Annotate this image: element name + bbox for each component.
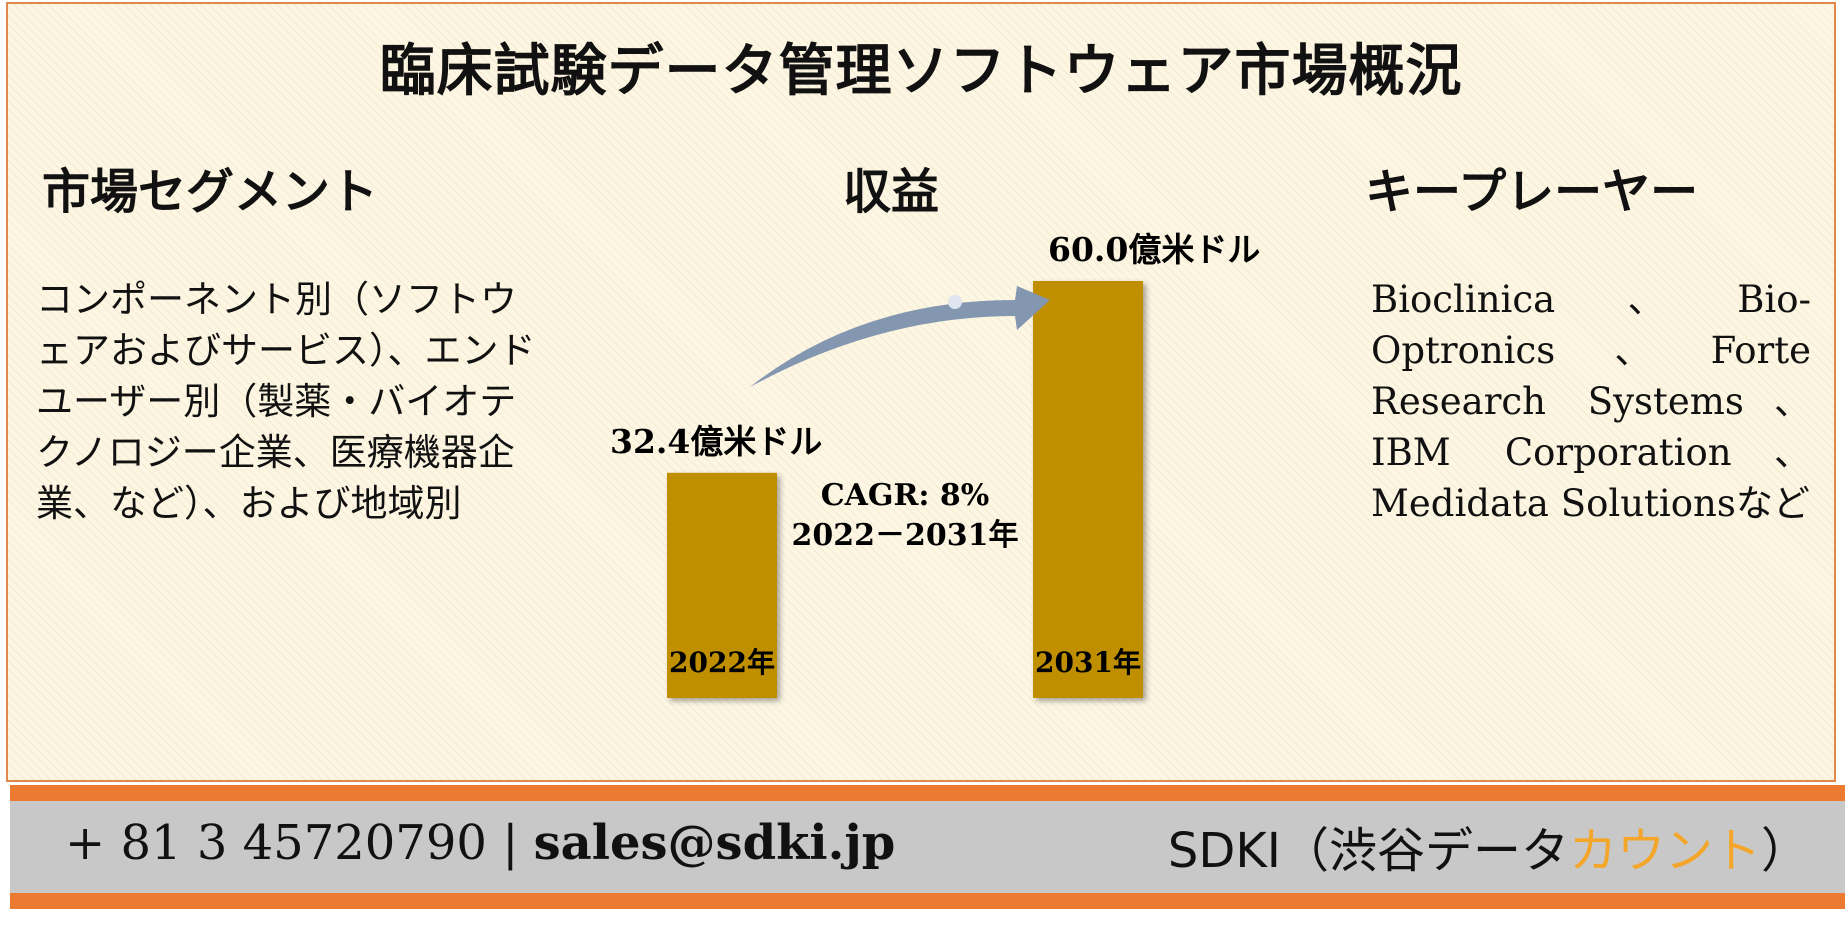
players-heading: キープレーヤー: [1365, 164, 1699, 220]
revenue-heading: 収益: [843, 164, 940, 220]
email-link[interactable]: sales@sdki.jp: [533, 815, 896, 871]
page-title: 臨床試験データ管理ソフトウェア市場概況: [379, 38, 1463, 104]
bar-2022年: [667, 472, 777, 698]
revenue-chart: 2022年 32.4億米ドル 2031年 60.0億米ドル CAGR: 8% 2022…: [610, 230, 1260, 698]
cagr-period: 2022－2031年: [792, 518, 1019, 553]
segments-heading: 市場セグメント: [42, 164, 379, 220]
brand-accent: カウント: [1568, 823, 1761, 879]
category-label: 2022年: [669, 646, 775, 679]
brand-close: ）: [1760, 823, 1809, 879]
category-label: 2031年: [1035, 646, 1141, 679]
value-label: 60.0億米ドル: [1048, 230, 1260, 269]
players-text: Bioclinica、Bio-Optronics、Forte Research …: [1371, 278, 1811, 525]
arrow-dot-icon: [948, 295, 962, 309]
separator: |: [502, 815, 519, 871]
footer-bar: + 81 3 45720790 | sales@sdki.jp SDKI（渋谷デ…: [10, 785, 1845, 909]
contact-info: + 81 3 45720790 | sales@sdki.jp: [65, 815, 895, 871]
growth-arrow-icon: [750, 286, 1050, 387]
segments-text: コンポーネント別（ソフトウェアおよびサービス）、エンドユーザー別（製薬・バイオテ…: [36, 278, 536, 525]
brand-main: SDKI（渋谷データ: [1167, 823, 1569, 879]
phone-number[interactable]: + 81 3 45720790: [65, 815, 487, 871]
bar-2031年: [1033, 281, 1143, 698]
cagr-label: CAGR: 8%: [821, 478, 990, 513]
value-label: 32.4億米ドル: [610, 422, 822, 461]
overview-panel: 臨床試験データ管理ソフトウェア市場概況 市場セグメント 収益 キープレーヤー コ…: [6, 2, 1836, 782]
brand-name: SDKI（渋谷データカウント）: [1168, 811, 1809, 881]
